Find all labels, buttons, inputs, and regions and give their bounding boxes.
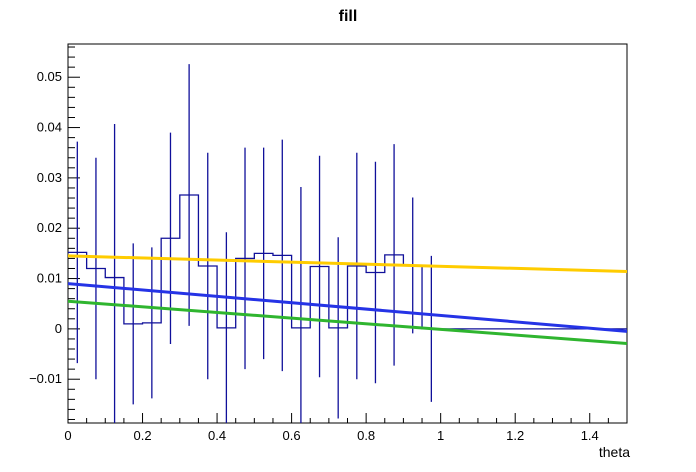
x-axis-tick-label: 0 — [64, 428, 71, 443]
x-axis-tick-label: 0.4 — [208, 428, 226, 443]
y-axis-tick-label: 0.04 — [37, 120, 62, 135]
x-axis-tick-label: 1.2 — [506, 428, 524, 443]
x-axis-tick-label: 1.4 — [581, 428, 599, 443]
y-axis-tick-label: −0.01 — [29, 371, 62, 386]
y-axis-tick-label: 0.03 — [37, 170, 62, 185]
y-axis-tick-label: 0.05 — [37, 69, 62, 84]
y-axis-tick-label: 0.02 — [37, 220, 62, 235]
fit-yellow-line — [68, 254, 627, 274]
fit-green-line — [68, 299, 627, 345]
x-axis-tick-label: 0.8 — [357, 428, 375, 443]
y-axis-tick-label: 0 — [55, 321, 62, 336]
x-axis-tick-label: 1 — [437, 428, 444, 443]
fit-blue-line — [68, 282, 627, 333]
x-axis-title: theta — [598, 444, 630, 460]
y-axis-tick-label: 0.01 — [37, 271, 62, 286]
plot-title: fill — [338, 8, 358, 25]
x-axis-tick-label: 0.2 — [133, 428, 151, 443]
x-axis-tick-label: 0.6 — [283, 428, 301, 443]
